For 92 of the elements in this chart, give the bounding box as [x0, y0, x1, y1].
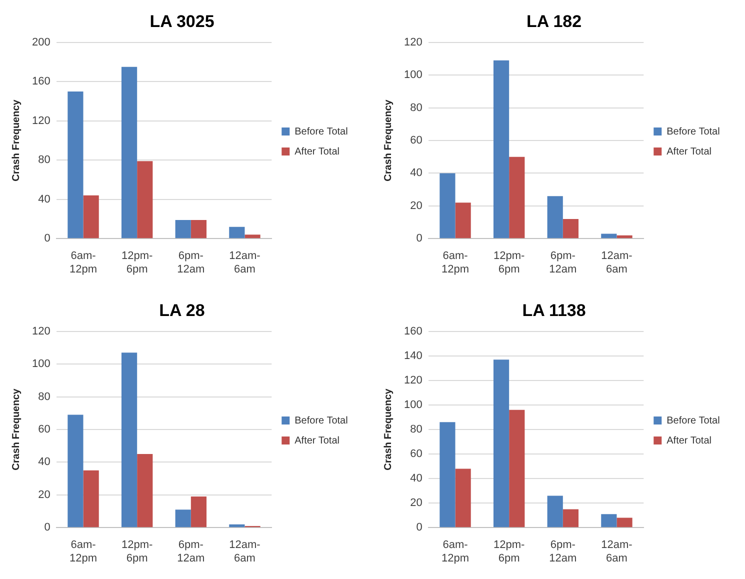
bar [121, 66, 138, 238]
bar [547, 496, 563, 528]
x-tick-label: 6pm-12am [549, 250, 577, 276]
bar [547, 196, 563, 238]
y-tick-label: 80 [410, 424, 422, 436]
x-tick-label: 12am-6am [601, 539, 633, 564]
y-tick-label: 120 [32, 114, 50, 127]
bar [616, 235, 632, 238]
y-tick-label: 80 [410, 102, 422, 114]
y-tick-label: 40 [38, 193, 50, 206]
x-tick-label: 12pm-6pm [493, 250, 526, 276]
bar [440, 173, 456, 238]
y-tick-label: 60 [410, 448, 422, 460]
y-tick-label: 80 [38, 390, 50, 403]
y-tick-label: 80 [38, 154, 50, 166]
bar [562, 218, 579, 238]
x-tick-label: 12pm-6pm [121, 250, 154, 276]
y-tick-label: 120 [32, 325, 50, 338]
legend-label: Before Total [666, 415, 720, 426]
x-tick-label: 6am-12pm [70, 250, 98, 276]
legend-label: Before Total [294, 415, 348, 426]
x-tick-label: 6am-12pm [442, 539, 470, 564]
bar [601, 514, 617, 528]
x-tick-label: 6pm-12am [177, 539, 205, 564]
y-tick-label: 120 [404, 374, 422, 386]
y-tick-label: 160 [32, 76, 50, 88]
bar [229, 524, 245, 528]
x-tick-label: 6am-12pm [442, 250, 470, 276]
y-tick-label: 140 [404, 350, 422, 362]
x-tick-label: 12am-6am [601, 250, 633, 276]
bar [137, 454, 153, 528]
bar [83, 195, 99, 238]
y-tick-label: 120 [404, 36, 422, 48]
y-tick-label: 20 [410, 497, 422, 510]
y-axis-title: Crash Frequency [382, 99, 394, 182]
chart-title: LA 1138 [522, 300, 586, 320]
y-tick-label: 20 [410, 200, 422, 212]
bar [190, 220, 207, 238]
y-tick-label: 100 [32, 358, 50, 370]
y-tick-label: 200 [32, 36, 50, 48]
bar [493, 60, 510, 238]
legend-label: Before Total [666, 126, 720, 138]
y-tick-label: 0 [416, 522, 422, 534]
y-axis-title: Crash Frequency [10, 99, 22, 182]
x-tick-label: 12am-6am [229, 539, 261, 564]
bar [455, 468, 471, 528]
y-tick-label: 160 [404, 325, 422, 338]
bar [493, 360, 510, 528]
y-tick-label: 60 [410, 134, 422, 147]
x-tick-label: 6am-12pm [70, 539, 98, 564]
chart-title: LA 28 [159, 300, 205, 320]
bar [175, 510, 191, 528]
bar [455, 202, 471, 238]
bar [83, 470, 99, 528]
legend-label: After Total [294, 146, 340, 158]
bar [137, 161, 153, 238]
bar [601, 234, 617, 238]
legend-label: After Total [294, 435, 340, 446]
y-tick-label: 0 [44, 232, 50, 245]
y-axis-title: Crash Frequency [382, 388, 394, 470]
bar [616, 518, 632, 528]
y-tick-label: 40 [410, 472, 422, 485]
y-axis-title: Crash Frequency [10, 388, 22, 470]
bar [190, 496, 207, 528]
bar [229, 226, 245, 238]
y-tick-label: 0 [44, 522, 50, 534]
bar [509, 156, 525, 238]
y-tick-label: 40 [410, 167, 422, 180]
x-tick-label: 12am-6am [229, 250, 261, 276]
bar [509, 410, 525, 528]
x-tick-label: 6pm-12am [177, 250, 205, 276]
y-tick-label: 0 [416, 232, 422, 245]
bar [244, 234, 260, 238]
y-tick-label: 40 [38, 456, 50, 468]
x-tick-label: 6pm-12am [549, 539, 577, 564]
legend-label: After Total [666, 435, 712, 446]
y-tick-label: 60 [38, 424, 50, 436]
y-tick-label: 20 [38, 488, 50, 501]
chart-title: LA 3025 [150, 12, 214, 31]
y-tick-label: 100 [404, 69, 422, 82]
bar [68, 91, 84, 238]
x-tick-label: 12pm-6pm [493, 539, 526, 564]
legend-label: After Total [666, 146, 712, 158]
legend-label: Before Total [294, 126, 348, 138]
bar [440, 422, 456, 528]
chart-title: LA 182 [526, 12, 582, 31]
bar [562, 509, 579, 528]
bar [68, 414, 84, 528]
y-tick-label: 100 [404, 399, 422, 412]
bar [121, 352, 138, 528]
x-tick-label: 12pm-6pm [121, 539, 154, 564]
bar [175, 220, 191, 238]
